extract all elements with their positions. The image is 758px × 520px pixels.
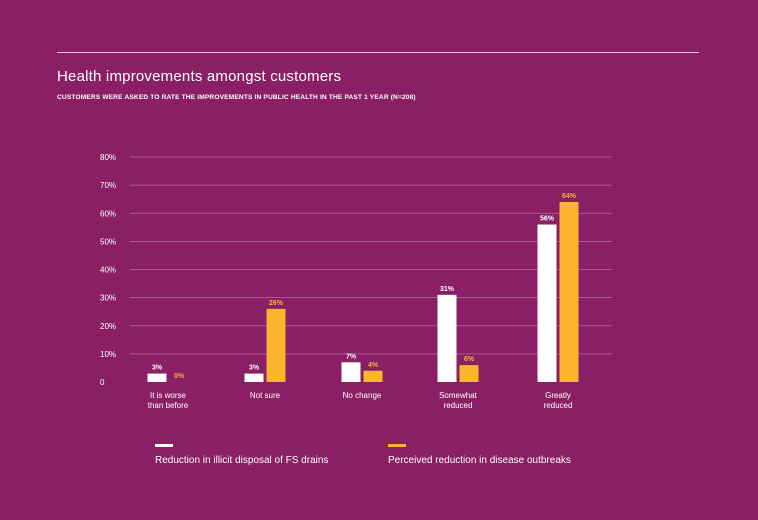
bar (459, 365, 479, 382)
y-tick-label: 60% (100, 209, 116, 218)
legend-label-series-2: Perceived reduction in disease outbreaks (388, 455, 571, 466)
y-tick-label: 0 (100, 378, 105, 387)
bar (147, 373, 167, 382)
data-label: 56% (540, 216, 555, 223)
chart-subtitle: CUSTOMERS WERE ASKED TO RATE THE IMPROVE… (57, 94, 416, 101)
bar (537, 224, 557, 382)
data-label: 7% (346, 353, 357, 360)
chart-title: Health improvements amongst customers (57, 68, 342, 85)
x-tick-label: Greatly (545, 391, 571, 400)
y-tick-label: 20% (100, 322, 116, 331)
x-tick-label: reduced (544, 401, 573, 410)
y-tick-label: 80% (100, 153, 116, 162)
bar (559, 202, 579, 382)
data-label: 6% (464, 356, 475, 363)
x-tick-label: Not sure (250, 391, 281, 400)
y-tick-label: 70% (100, 181, 116, 190)
y-tick-label: 30% (100, 294, 116, 303)
x-tick-label: Somewhat (439, 391, 478, 400)
y-tick-label: 50% (100, 237, 116, 246)
bar (437, 294, 457, 382)
legend-swatch-series-1 (155, 444, 173, 447)
legend-swatch-series-2 (388, 444, 406, 447)
bar (244, 373, 264, 382)
data-label: 64% (562, 193, 577, 200)
data-label: 26% (269, 300, 284, 307)
bar (266, 308, 286, 382)
bar (363, 370, 383, 382)
top-divider (57, 52, 699, 53)
x-tick-label: than before (148, 401, 189, 410)
data-label: 3% (152, 365, 163, 372)
data-label: 0% (174, 373, 185, 380)
x-tick-label: It is worse (150, 391, 187, 400)
legend-label-series-1: Reduction in illicit disposal of FS drai… (155, 455, 329, 466)
data-label: 3% (249, 365, 260, 372)
bar (341, 362, 361, 382)
y-tick-label: 40% (100, 266, 116, 275)
data-label: 4% (368, 362, 379, 369)
x-tick-label: No change (343, 391, 382, 400)
data-label: 31% (440, 286, 455, 293)
y-tick-label: 10% (100, 350, 116, 359)
x-tick-label: reduced (444, 401, 473, 410)
